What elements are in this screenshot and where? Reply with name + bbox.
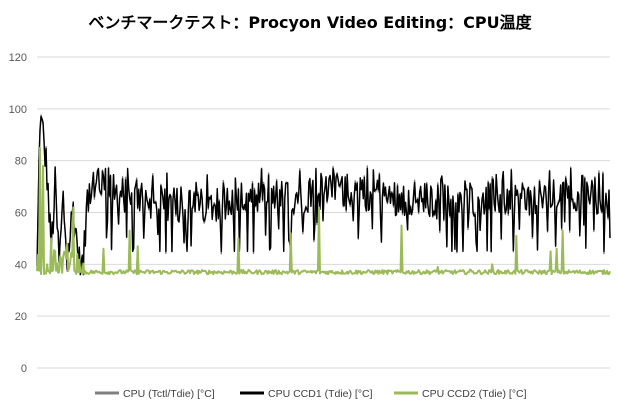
chart-title: ベンチマークテスト：Procyon Video Editing：CPU温度 <box>88 13 532 32</box>
y-tick-label: 20 <box>15 311 27 323</box>
y-axis-tick-labels: 0 20 40 60 80 100 120 <box>9 52 27 375</box>
series-line-cpu-ccd2 <box>36 146 611 276</box>
legend-label: CPU CCD2 (Tdie) [°C] <box>422 388 527 400</box>
series-line-cpu-ccd1 <box>36 115 611 276</box>
y-tick-label: 100 <box>9 104 27 116</box>
y-tick-label: 120 <box>9 52 27 64</box>
legend-label: CPU CCD1 (Tdie) [°C] <box>268 388 373 400</box>
y-tick-label: 0 <box>21 363 27 375</box>
series-lines <box>36 114 611 276</box>
legend-label: CPU (Tctl/Tdie) [°C] <box>123 388 215 400</box>
y-tick-label: 40 <box>15 259 27 271</box>
y-tick-label: 80 <box>15 156 27 168</box>
legend: CPU (Tctl/Tdie) [°C] CPU CCD1 (Tdie) [°C]… <box>95 388 527 400</box>
y-tick-label: 60 <box>15 208 27 220</box>
